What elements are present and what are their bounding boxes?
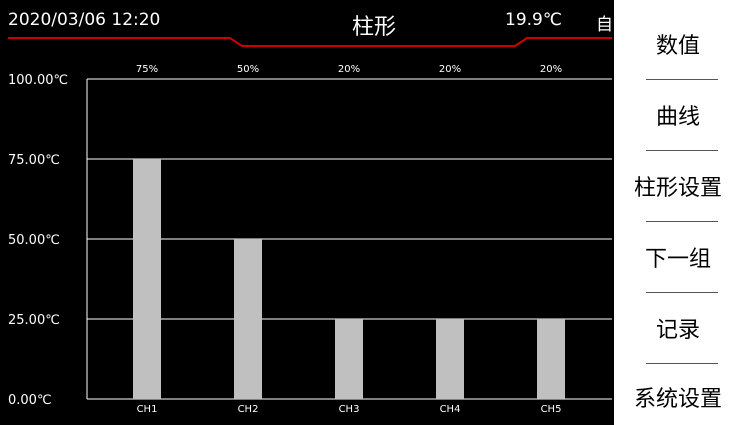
header-accent-line [8,37,612,47]
menu-item-system-settings[interactable]: 系统设置 [633,387,722,412]
data-label: 20% [338,64,360,75]
menu-item-bar-settings[interactable]: 柱形设置 [633,176,722,201]
temperature-display: 19.9℃ [505,10,562,30]
bar-ch5 [537,319,565,399]
bar-chart: 0.00℃ 25.00℃ 50.00℃ 75.00℃ 100.00℃ CH1 75% CH2 5… [0,50,612,425]
bar-ch2 [234,239,262,399]
menu-item-record[interactable]: 记录 [655,318,700,343]
menu-item-next-group[interactable]: 下一组 [644,247,711,272]
data-label: 20% [540,64,562,75]
x-category-label: CH2 [238,404,259,415]
x-category-label: CH4 [440,404,461,415]
data-label: 20% [439,64,461,75]
y-tick-label: 0.00℃ [8,393,52,408]
bar-ch3 [335,319,363,399]
mode-indicator: 自 [596,15,613,35]
y-tick-label: 50.00℃ [8,233,60,248]
x-category-label: CH1 [137,404,158,415]
bar-ch1 [133,159,161,399]
x-category-label: CH5 [541,404,562,415]
menu-divider [646,292,718,293]
datetime-display: 2020/03/06 12:20 [8,10,161,30]
menu-item-curve[interactable]: 曲线 [655,105,700,130]
page-title: 柱形 [352,15,397,40]
data-label: 75% [136,64,158,75]
x-category-label: CH3 [339,404,360,415]
bar-chart-svg: 0.00℃ 25.00℃ 50.00℃ 75.00℃ 100.00℃ CH1 75% CH2 5… [8,64,612,415]
data-label: 50% [237,64,259,75]
menu-divider [646,150,718,151]
menu-item-values[interactable]: 数值 [655,34,700,59]
y-tick-label: 75.00℃ [8,153,60,168]
menu-divider [646,79,718,80]
y-tick-label: 100.00℃ [8,73,68,88]
y-tick-label: 25.00℃ [8,313,60,328]
menu-divider [646,221,718,222]
side-menu: 数值 曲线 柱形设置 下一组 记录 系统设置 [614,0,742,425]
bar-ch4 [436,319,464,399]
menu-divider [646,363,718,364]
